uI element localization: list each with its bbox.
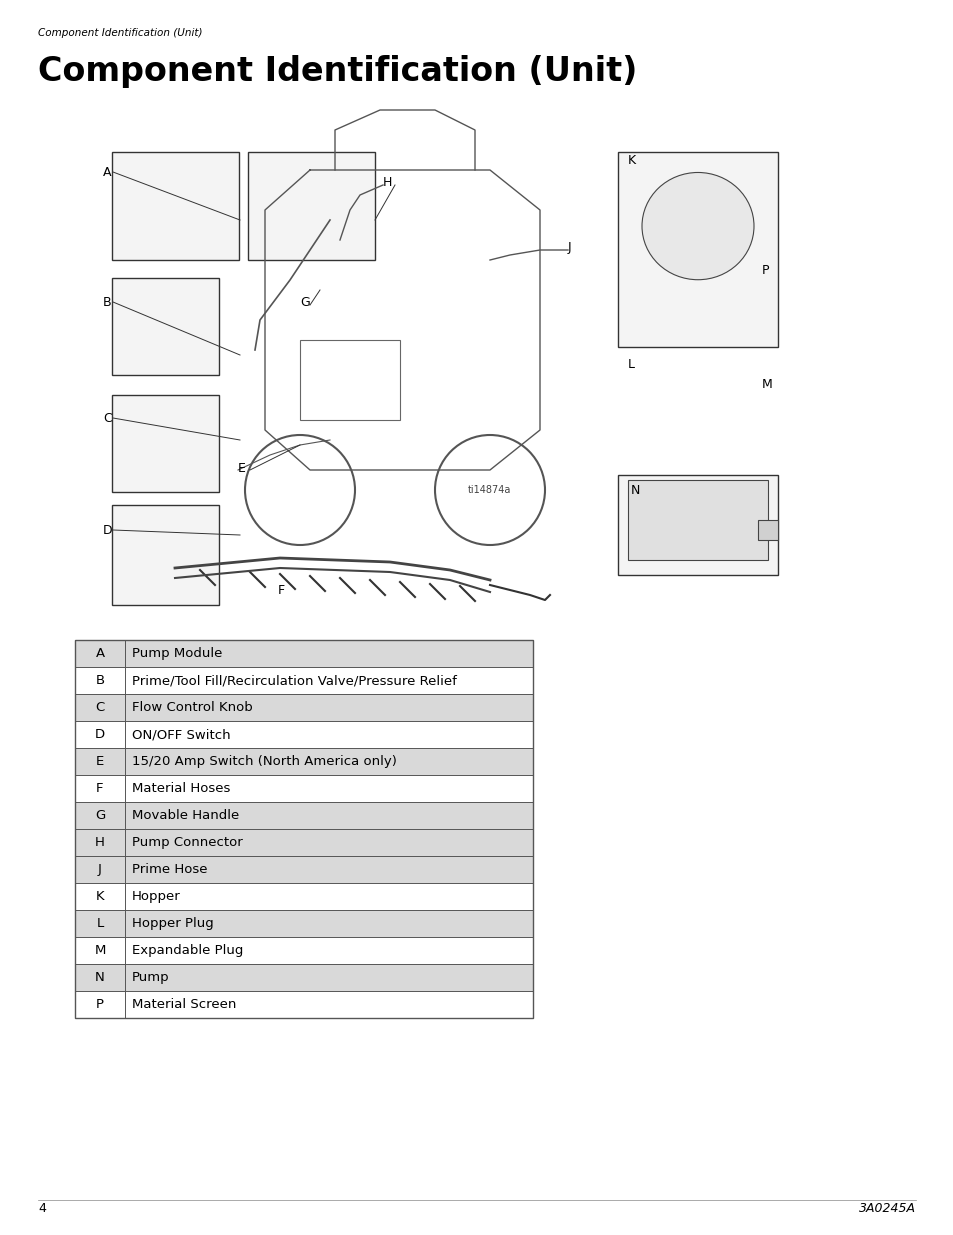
Text: Flow Control Knob: Flow Control Knob [132,701,253,714]
Text: E: E [95,755,104,768]
Text: Movable Handle: Movable Handle [132,809,239,823]
Bar [75,667,533,694]
Text: H: H [382,177,392,189]
Bar [75,748,533,776]
Text: M: M [94,944,106,957]
Text: 4: 4 [38,1202,46,1214]
Text: N: N [630,483,639,496]
Text: P: P [761,263,769,277]
Text: Pump Connector: Pump Connector [132,836,242,848]
Bar [618,152,778,347]
Text: 15/20 Amp Switch (North America only): 15/20 Amp Switch (North America only) [132,755,396,768]
Text: Prime Hose: Prime Hose [132,863,208,876]
Text: E: E [237,462,246,474]
Bar [75,856,533,883]
Bar [75,883,533,910]
Text: J: J [98,863,102,876]
Bar [299,340,399,420]
Text: N: N [95,971,105,984]
Bar [75,640,533,667]
Text: Hopper Plug: Hopper Plug [132,918,213,930]
Bar [112,395,219,492]
Text: ON/OFF Switch: ON/OFF Switch [132,727,231,741]
Text: G: G [94,809,105,823]
Text: Material Screen: Material Screen [132,998,236,1011]
Text: L: L [627,358,635,372]
Bar [618,475,778,576]
Bar [75,910,533,937]
Bar [75,937,533,965]
Text: D: D [95,727,105,741]
Text: Pump Module: Pump Module [132,647,222,659]
Bar [75,990,533,1018]
Bar [75,721,533,748]
Text: K: K [627,153,636,167]
Text: P: P [96,998,104,1011]
Text: Hopper: Hopper [132,890,180,903]
Text: G: G [299,296,310,310]
Bar [75,829,533,856]
Text: D: D [103,524,112,536]
Text: K: K [95,890,104,903]
Bar [248,152,375,261]
Text: Expandable Plug: Expandable Plug [132,944,243,957]
Text: M: M [761,378,772,391]
Text: C: C [95,701,105,714]
Text: Pump: Pump [132,971,170,984]
Ellipse shape [641,173,753,279]
Text: 3A0245A: 3A0245A [858,1202,915,1214]
Text: C: C [103,411,112,425]
Text: B: B [95,674,105,687]
Bar [112,505,219,605]
Text: F: F [96,782,104,795]
Text: Material Hoses: Material Hoses [132,782,230,795]
Text: Component Identification (Unit): Component Identification (Unit) [38,28,202,38]
Text: A: A [103,165,112,179]
Bar [75,802,533,829]
Text: Component Identification (Unit): Component Identification (Unit) [38,56,637,88]
Text: F: F [277,583,285,597]
Text: ti14874a: ti14874a [468,485,511,495]
Bar [75,776,533,802]
Bar [112,152,239,261]
Bar [758,520,778,540]
Text: H: H [95,836,105,848]
Bar [627,480,767,559]
Bar [75,694,533,721]
Bar [75,640,533,1018]
Text: B: B [103,295,112,309]
Text: L: L [96,918,104,930]
Text: Prime/Tool Fill/Recirculation Valve/Pressure Relief: Prime/Tool Fill/Recirculation Valve/Pres… [132,674,456,687]
Text: A: A [95,647,105,659]
Text: J: J [567,242,571,254]
Bar [112,278,219,375]
Bar [75,965,533,990]
